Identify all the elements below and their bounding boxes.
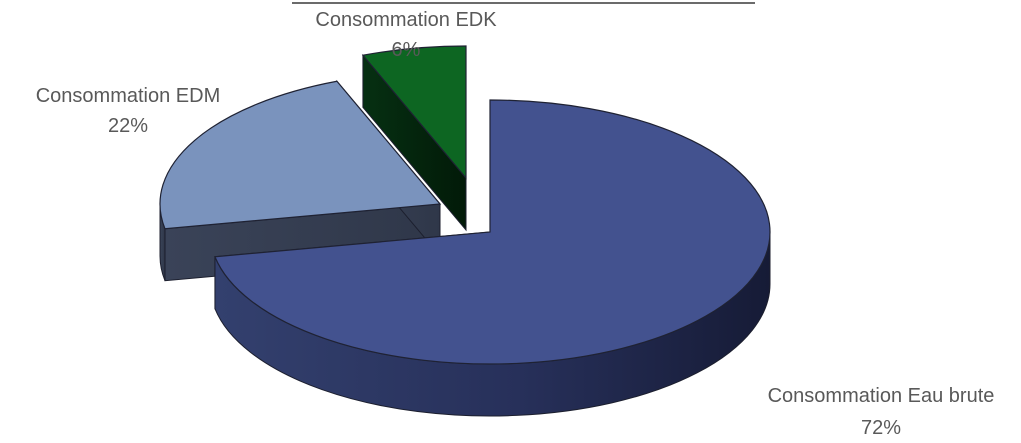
pie-slice-1: [159, 79, 442, 282]
pie-slice-2: [361, 45, 467, 232]
pie-slice-top: [214, 99, 771, 365]
slice-label-edm: Consommation EDM: [36, 85, 221, 107]
slice-value-eau-brute: 72%: [861, 417, 901, 439]
slice-label-eau-brute: Consommation Eau brute: [768, 385, 995, 407]
slice-value-edk: 6%: [392, 39, 421, 61]
slice-label-edk: Consommation EDK: [315, 9, 497, 31]
pie-slice-top: [361, 45, 467, 180]
pie-slice-top: [159, 80, 442, 230]
pie-slice-0: [214, 99, 771, 417]
slice-value-edm: 22%: [108, 115, 148, 137]
